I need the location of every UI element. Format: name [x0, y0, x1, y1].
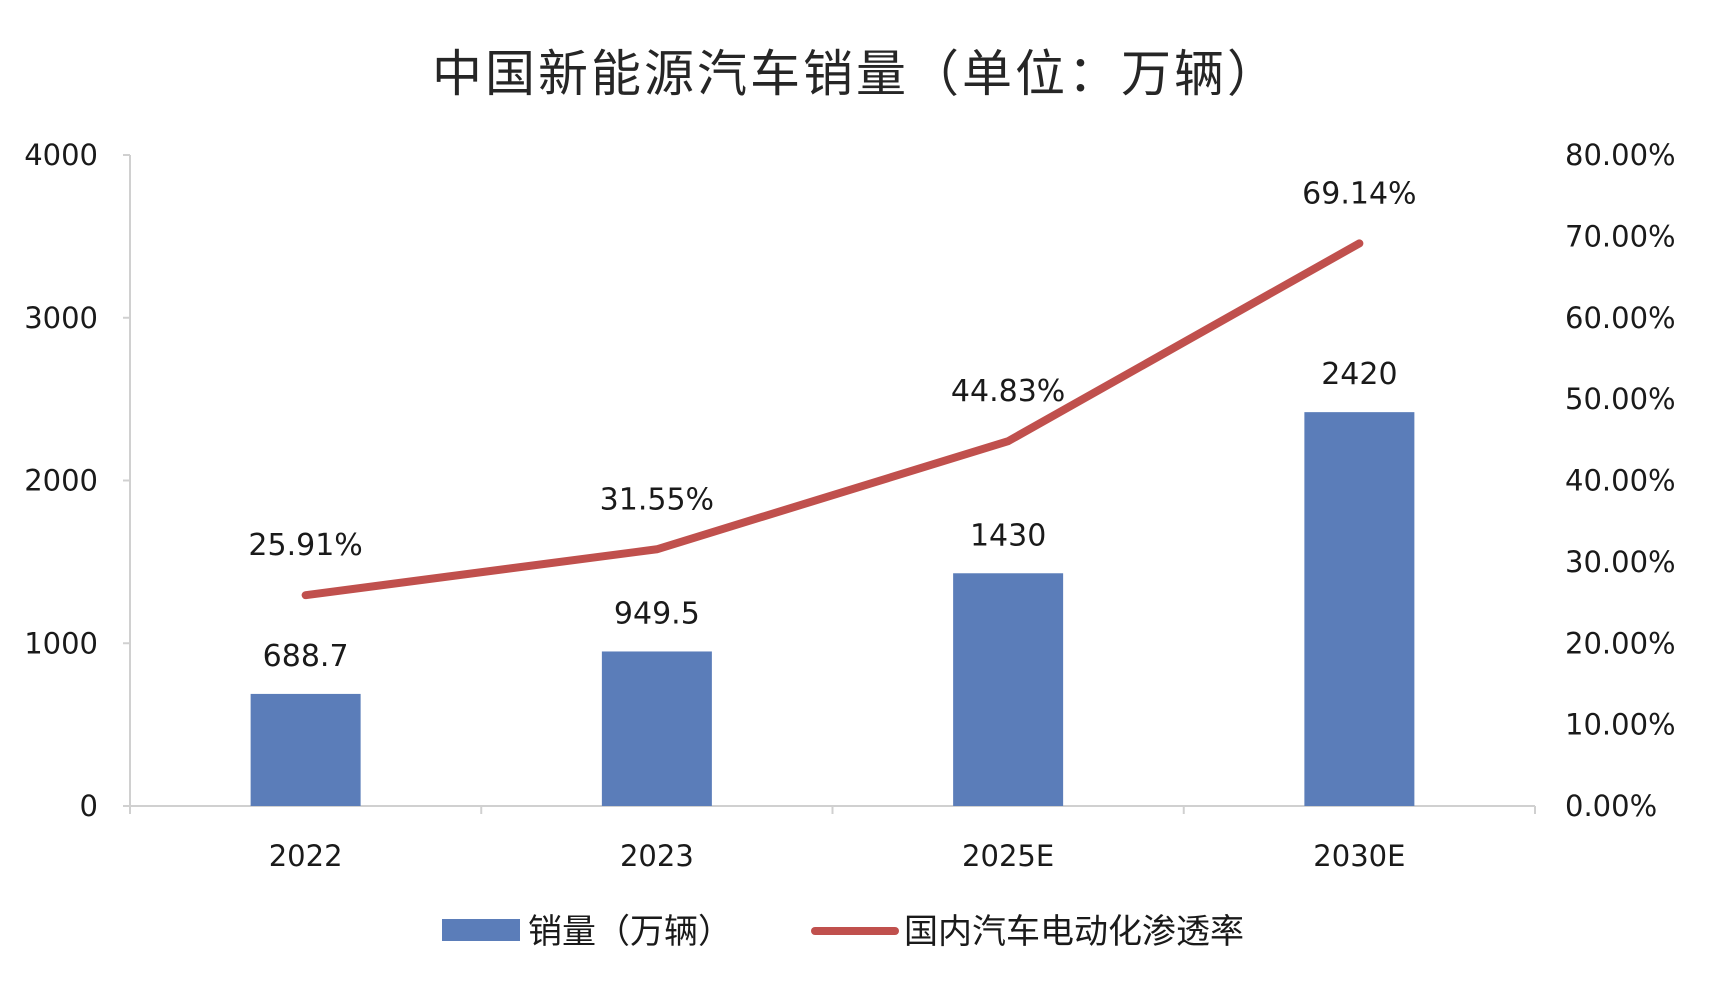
legend-label-line: 国内汽车电动化渗透率: [904, 912, 1244, 952]
y-left-tick-label: 0: [80, 789, 98, 823]
y-right-tick-label: 10.00%: [1565, 708, 1676, 742]
bar: [250, 693, 361, 806]
bar-series: [250, 412, 1415, 806]
line-point: [1356, 240, 1363, 247]
y-left-tick-label: 4000: [24, 138, 98, 172]
y-right-tick-label: 40.00%: [1565, 464, 1676, 498]
bar-value-label: 688.7: [263, 639, 349, 674]
line-point: [653, 546, 660, 553]
y-left-tick-label: 2000: [24, 464, 98, 498]
chart-title: 中国新能源汽车销量（单位：万辆）: [432, 45, 1280, 103]
x-tick-label: 2022: [269, 839, 343, 873]
legend-label-bar: 销量（万辆）: [528, 912, 732, 952]
bar-value-label: 2420: [1321, 357, 1397, 392]
legend: 销量（万辆） 国内汽车电动化渗透率: [442, 912, 1244, 952]
bar: [953, 573, 1064, 806]
axes: 0 1000 2000 3000 4000 0.00% 10.00% 20.00% 30.00%…: [24, 138, 1675, 873]
bar-value-label: 949.5: [614, 596, 700, 631]
x-tick-label: 2023: [620, 839, 694, 873]
data-labels: 688.7 949.5 1430 2420 25.91% 31.55% 44.83% 69.1…: [248, 176, 1416, 674]
legend-swatch-bar: [442, 919, 520, 941]
line-value-label: 31.55%: [600, 482, 714, 517]
x-tick-label: 2025E: [962, 839, 1054, 873]
line-point: [1005, 438, 1012, 445]
line-path: [301, 239, 1364, 600]
bar: [601, 651, 712, 806]
bar-value-label: 1430: [970, 518, 1046, 553]
y-right-tick-label: 20.00%: [1565, 626, 1676, 660]
bar: [1304, 412, 1415, 806]
line-value-label: 69.14%: [1302, 176, 1416, 211]
y-right-tick-label: 50.00%: [1565, 382, 1676, 416]
y-right-tick-label: 60.00%: [1565, 301, 1676, 335]
y-left-tick-label: 3000: [24, 301, 98, 335]
line-point: [302, 592, 309, 599]
y-right-tick-label: 80.00%: [1565, 138, 1676, 172]
x-tick-label: 2030E: [1313, 839, 1405, 873]
line-series: [301, 239, 1364, 600]
line-value-label: 25.91%: [248, 528, 362, 563]
y-right-tick-label: 30.00%: [1565, 545, 1676, 579]
y-right-tick-label: 0.00%: [1565, 789, 1657, 823]
y-left-tick-label: 1000: [24, 626, 98, 660]
y-right-tick-label: 70.00%: [1565, 219, 1676, 253]
line-value-label: 44.83%: [951, 374, 1065, 409]
